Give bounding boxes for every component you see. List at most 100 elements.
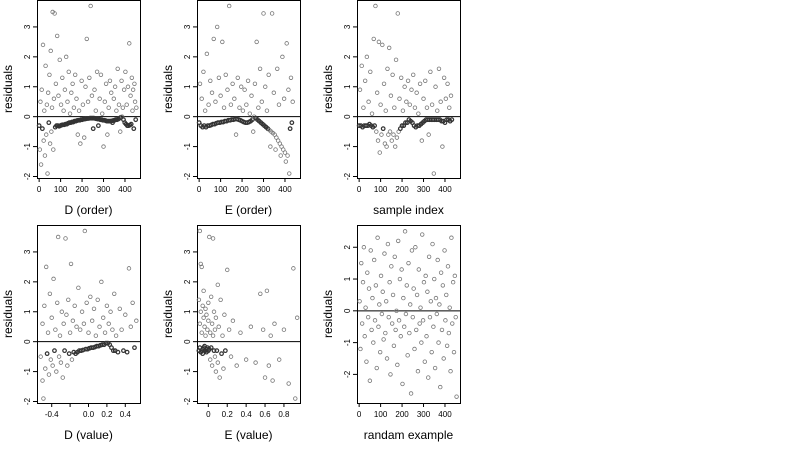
x-tick-label: 400 xyxy=(278,185,292,194)
data-point xyxy=(378,102,383,107)
data-point xyxy=(364,54,370,60)
data-point xyxy=(440,144,445,149)
data-point xyxy=(423,78,428,83)
data-point xyxy=(433,84,438,89)
data-point xyxy=(210,236,216,241)
data-point xyxy=(286,87,291,92)
data-point xyxy=(131,126,137,132)
data-point xyxy=(86,330,91,335)
data-point xyxy=(249,93,254,98)
data-point xyxy=(201,69,206,74)
plot-frame xyxy=(37,0,141,179)
data-point xyxy=(372,123,377,129)
data-point xyxy=(214,348,220,354)
data-point xyxy=(371,36,376,42)
data-point xyxy=(380,126,386,132)
data-point xyxy=(82,228,88,234)
data-point xyxy=(276,102,282,107)
data-point xyxy=(91,306,97,311)
data-point xyxy=(212,354,218,359)
data-point xyxy=(69,357,75,362)
data-point xyxy=(386,314,391,320)
data-point xyxy=(133,117,139,123)
data-point xyxy=(366,99,371,104)
data-point xyxy=(208,294,214,299)
data-point xyxy=(67,330,73,335)
data-point xyxy=(66,351,72,357)
data-point xyxy=(362,334,367,339)
data-point xyxy=(210,333,216,338)
data-point xyxy=(358,346,363,352)
data-point xyxy=(399,75,404,80)
data-point xyxy=(62,87,68,92)
data-point xyxy=(90,126,96,132)
data-point xyxy=(81,321,87,326)
data-point xyxy=(214,24,220,30)
data-point xyxy=(41,396,46,401)
data-point xyxy=(52,11,57,16)
data-point xyxy=(372,318,378,323)
data-point xyxy=(215,360,220,365)
data-point xyxy=(404,283,409,288)
data-point xyxy=(70,81,75,86)
data-point xyxy=(438,270,444,275)
data-point xyxy=(374,365,379,371)
data-point xyxy=(119,78,124,83)
y-tick-label: -2 xyxy=(183,397,192,405)
data-point xyxy=(213,99,218,104)
data-point xyxy=(80,102,86,107)
data-point xyxy=(130,87,136,92)
data-point xyxy=(53,81,59,86)
data-point xyxy=(426,375,431,380)
data-point xyxy=(233,132,239,137)
data-point xyxy=(378,273,384,279)
data-point xyxy=(363,305,368,310)
data-point xyxy=(392,105,397,110)
x-tick-label: 200 xyxy=(235,185,249,194)
data-point xyxy=(220,39,225,45)
y-tick-label: -1 xyxy=(23,367,32,375)
data-point xyxy=(102,330,108,335)
data-point xyxy=(128,93,133,98)
data-point xyxy=(209,90,215,95)
data-point xyxy=(403,120,408,126)
x-axis-title: sample index xyxy=(373,203,444,217)
data-point xyxy=(371,340,376,345)
data-point xyxy=(38,99,43,104)
data-point xyxy=(419,138,425,143)
data-point xyxy=(395,362,400,368)
data-point xyxy=(440,283,446,288)
data-point xyxy=(110,348,116,354)
data-point xyxy=(42,153,48,158)
x-axis-title: E (order) xyxy=(225,203,272,217)
y-tick-label: 3 xyxy=(23,24,32,29)
data-point xyxy=(235,75,240,80)
data-point xyxy=(257,66,263,72)
data-point xyxy=(56,93,61,98)
data-point xyxy=(433,295,439,301)
data-point xyxy=(103,340,109,346)
data-point xyxy=(203,333,208,338)
data-point xyxy=(89,318,95,323)
data-point xyxy=(448,369,453,374)
data-point xyxy=(429,349,434,355)
data-point xyxy=(221,105,227,110)
data-point xyxy=(389,321,395,326)
data-point xyxy=(118,129,123,134)
panel-5: 0 0.2 0.4 0.6 0.8 -2 -1 0 1 2 3 E (value) residuals xyxy=(161,225,301,442)
data-point xyxy=(406,260,411,266)
data-point xyxy=(95,123,101,129)
data-point xyxy=(197,228,203,234)
x-tick-label: 400 xyxy=(438,410,452,419)
y-tick-label: 1 xyxy=(183,84,192,89)
data-point xyxy=(428,69,433,74)
data-point xyxy=(53,327,58,332)
data-point xyxy=(218,297,223,302)
x-axis-title: D (order) xyxy=(64,203,112,217)
data-point xyxy=(61,321,66,326)
data-point xyxy=(85,99,91,104)
data-point xyxy=(448,93,454,98)
data-point xyxy=(442,248,447,253)
data-point xyxy=(405,78,411,83)
